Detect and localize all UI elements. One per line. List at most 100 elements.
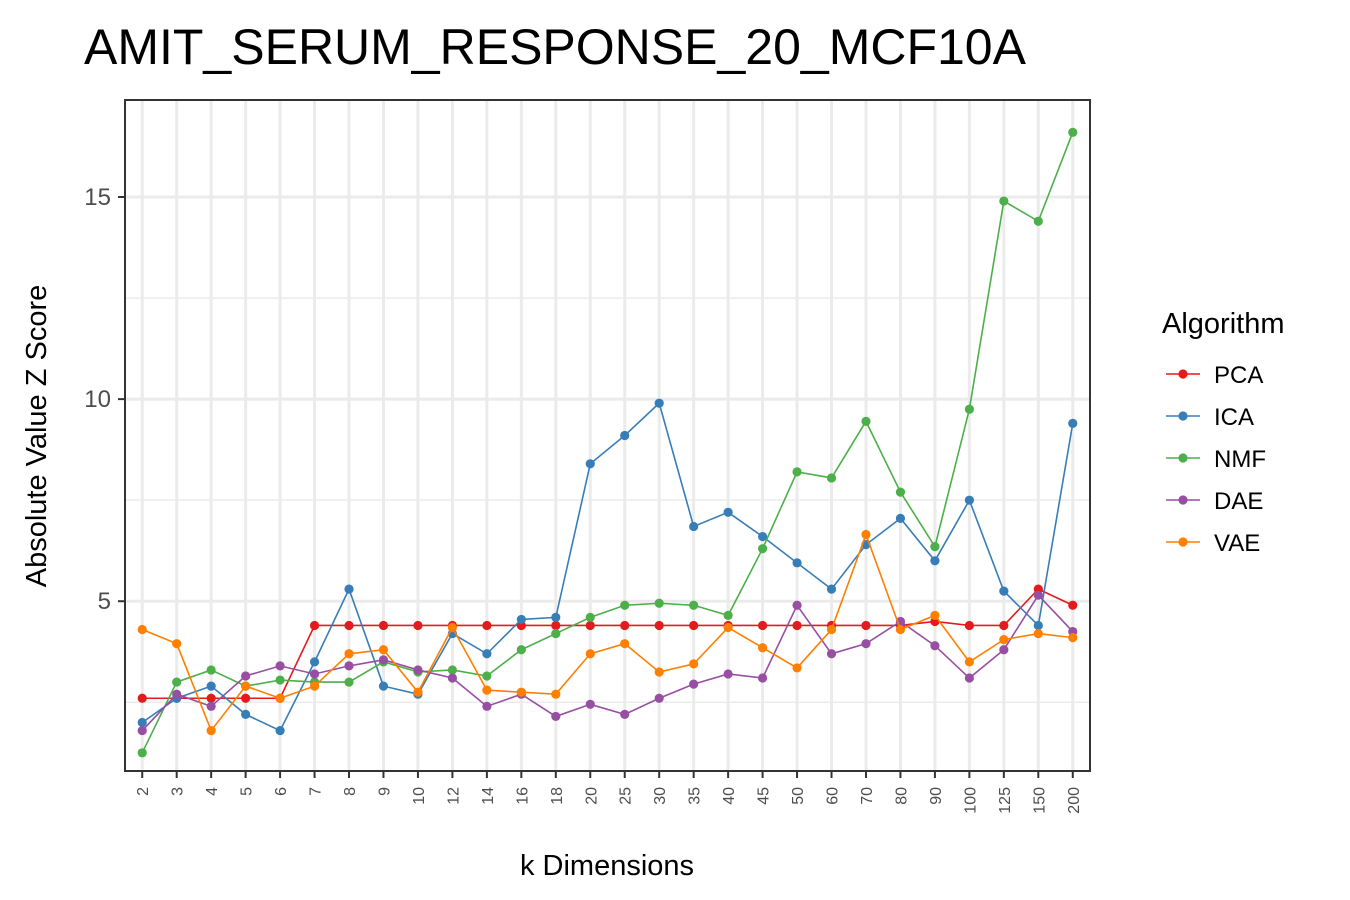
data-point-vae: [551, 689, 561, 699]
plot-border: [124, 99, 1091, 772]
data-point-ica: [482, 649, 492, 659]
data-point-vae: [378, 645, 389, 655]
data-point-ica: [895, 513, 906, 523]
data-point-dae: [378, 655, 389, 665]
x-tick-label: 20: [583, 787, 600, 805]
x-tick-label: 200: [1066, 787, 1083, 814]
x-tick-label: 8: [342, 787, 359, 796]
data-point-pca: [241, 693, 251, 703]
data-point-vae: [895, 624, 906, 635]
data-point-nmf: [137, 748, 147, 758]
data-point-dae: [275, 661, 285, 671]
x-tick-label: 6: [273, 787, 290, 796]
data-point-nmf: [723, 610, 733, 620]
data-point-vae: [999, 635, 1009, 645]
data-point-dae: [826, 649, 837, 659]
data-point-nmf: [516, 645, 526, 655]
data-point-dae: [1033, 590, 1043, 600]
series-ica: [137, 398, 1078, 736]
series-layer: [137, 127, 1078, 758]
data-point-ica: [654, 398, 664, 408]
data-point-nmf: [861, 416, 871, 426]
data-point-ica: [999, 586, 1009, 596]
data-point-nmf: [964, 404, 974, 414]
x-tick-label: 12: [445, 787, 462, 805]
legend-item-vae: VAE: [1166, 530, 1260, 557]
data-point-nmf: [826, 473, 837, 483]
legend-marker-nmf: [1178, 453, 1188, 463]
legend-title: Algorithm: [1162, 308, 1285, 340]
data-point-ica: [585, 459, 595, 469]
x-tick-label: 70: [859, 787, 876, 805]
data-point-nmf: [689, 600, 699, 610]
data-point-pca: [585, 620, 595, 631]
data-point-nmf: [792, 467, 802, 477]
data-point-nmf: [1033, 216, 1043, 226]
data-point-nmf: [757, 544, 768, 554]
legend-marker-vae: [1178, 537, 1188, 547]
data-point-pca: [1068, 600, 1078, 610]
data-point-vae: [447, 622, 458, 633]
data-point-vae: [757, 643, 768, 653]
data-point-dae: [654, 693, 664, 703]
data-point-vae: [309, 681, 320, 691]
data-point-dae: [344, 661, 354, 671]
legend-label-dae: DAE: [1214, 488, 1263, 515]
x-tick-label: 60: [825, 787, 842, 805]
data-point-ica: [1068, 418, 1078, 428]
legend-marker-dae: [1178, 495, 1188, 505]
data-point-dae: [413, 665, 423, 675]
x-tick-label: 9: [376, 787, 393, 796]
data-point-vae: [1068, 633, 1078, 643]
data-point-dae: [482, 701, 492, 711]
data-point-nmf: [895, 487, 906, 497]
legend-label-nmf: NMF: [1214, 446, 1266, 473]
data-point-pca: [861, 620, 871, 631]
data-point-pca: [378, 620, 389, 631]
data-point-nmf: [999, 196, 1009, 206]
data-point-vae: [585, 649, 595, 659]
x-tick-label: 40: [721, 787, 738, 805]
legend-label-vae: VAE: [1214, 530, 1260, 557]
data-point-ica: [964, 495, 974, 505]
legend-item-nmf: NMF: [1166, 446, 1266, 473]
data-point-dae: [620, 709, 630, 720]
data-point-vae: [275, 693, 285, 703]
data-point-ica: [206, 681, 216, 691]
data-point-nmf: [930, 542, 940, 552]
series-line-vae: [141, 532, 1073, 733]
data-point-pca: [620, 620, 630, 631]
x-tick-label: 80: [893, 787, 910, 805]
x-tick-label: 150: [1031, 787, 1048, 814]
data-point-vae: [413, 687, 423, 697]
data-point-nmf: [447, 665, 458, 675]
data-point-vae: [206, 725, 216, 736]
data-point-ica: [551, 612, 561, 622]
data-point-pca: [137, 693, 147, 703]
data-point-ica: [309, 657, 320, 667]
legend-item-dae: DAE: [1166, 488, 1263, 515]
data-point-pca: [482, 620, 492, 631]
data-point-dae: [551, 711, 561, 722]
data-point-vae: [344, 649, 354, 659]
data-point-dae: [447, 673, 458, 683]
x-tick-label: 50: [790, 787, 807, 805]
data-point-vae: [516, 687, 526, 697]
data-point-vae: [1033, 628, 1043, 639]
data-point-dae: [172, 689, 182, 699]
data-point-pca: [206, 693, 216, 703]
data-point-pca: [689, 620, 699, 631]
data-point-nmf: [344, 677, 354, 687]
data-point-dae: [585, 699, 595, 709]
data-point-pca: [654, 620, 664, 631]
data-point-vae: [482, 685, 492, 695]
data-point-dae: [999, 645, 1009, 655]
series-vae: [137, 529, 1078, 736]
x-tick-label: 18: [549, 787, 566, 805]
data-point-ica: [137, 717, 147, 728]
data-point-vae: [792, 663, 802, 673]
data-point-ica: [1033, 620, 1043, 631]
data-point-ica: [723, 507, 733, 517]
data-point-nmf: [172, 677, 182, 687]
